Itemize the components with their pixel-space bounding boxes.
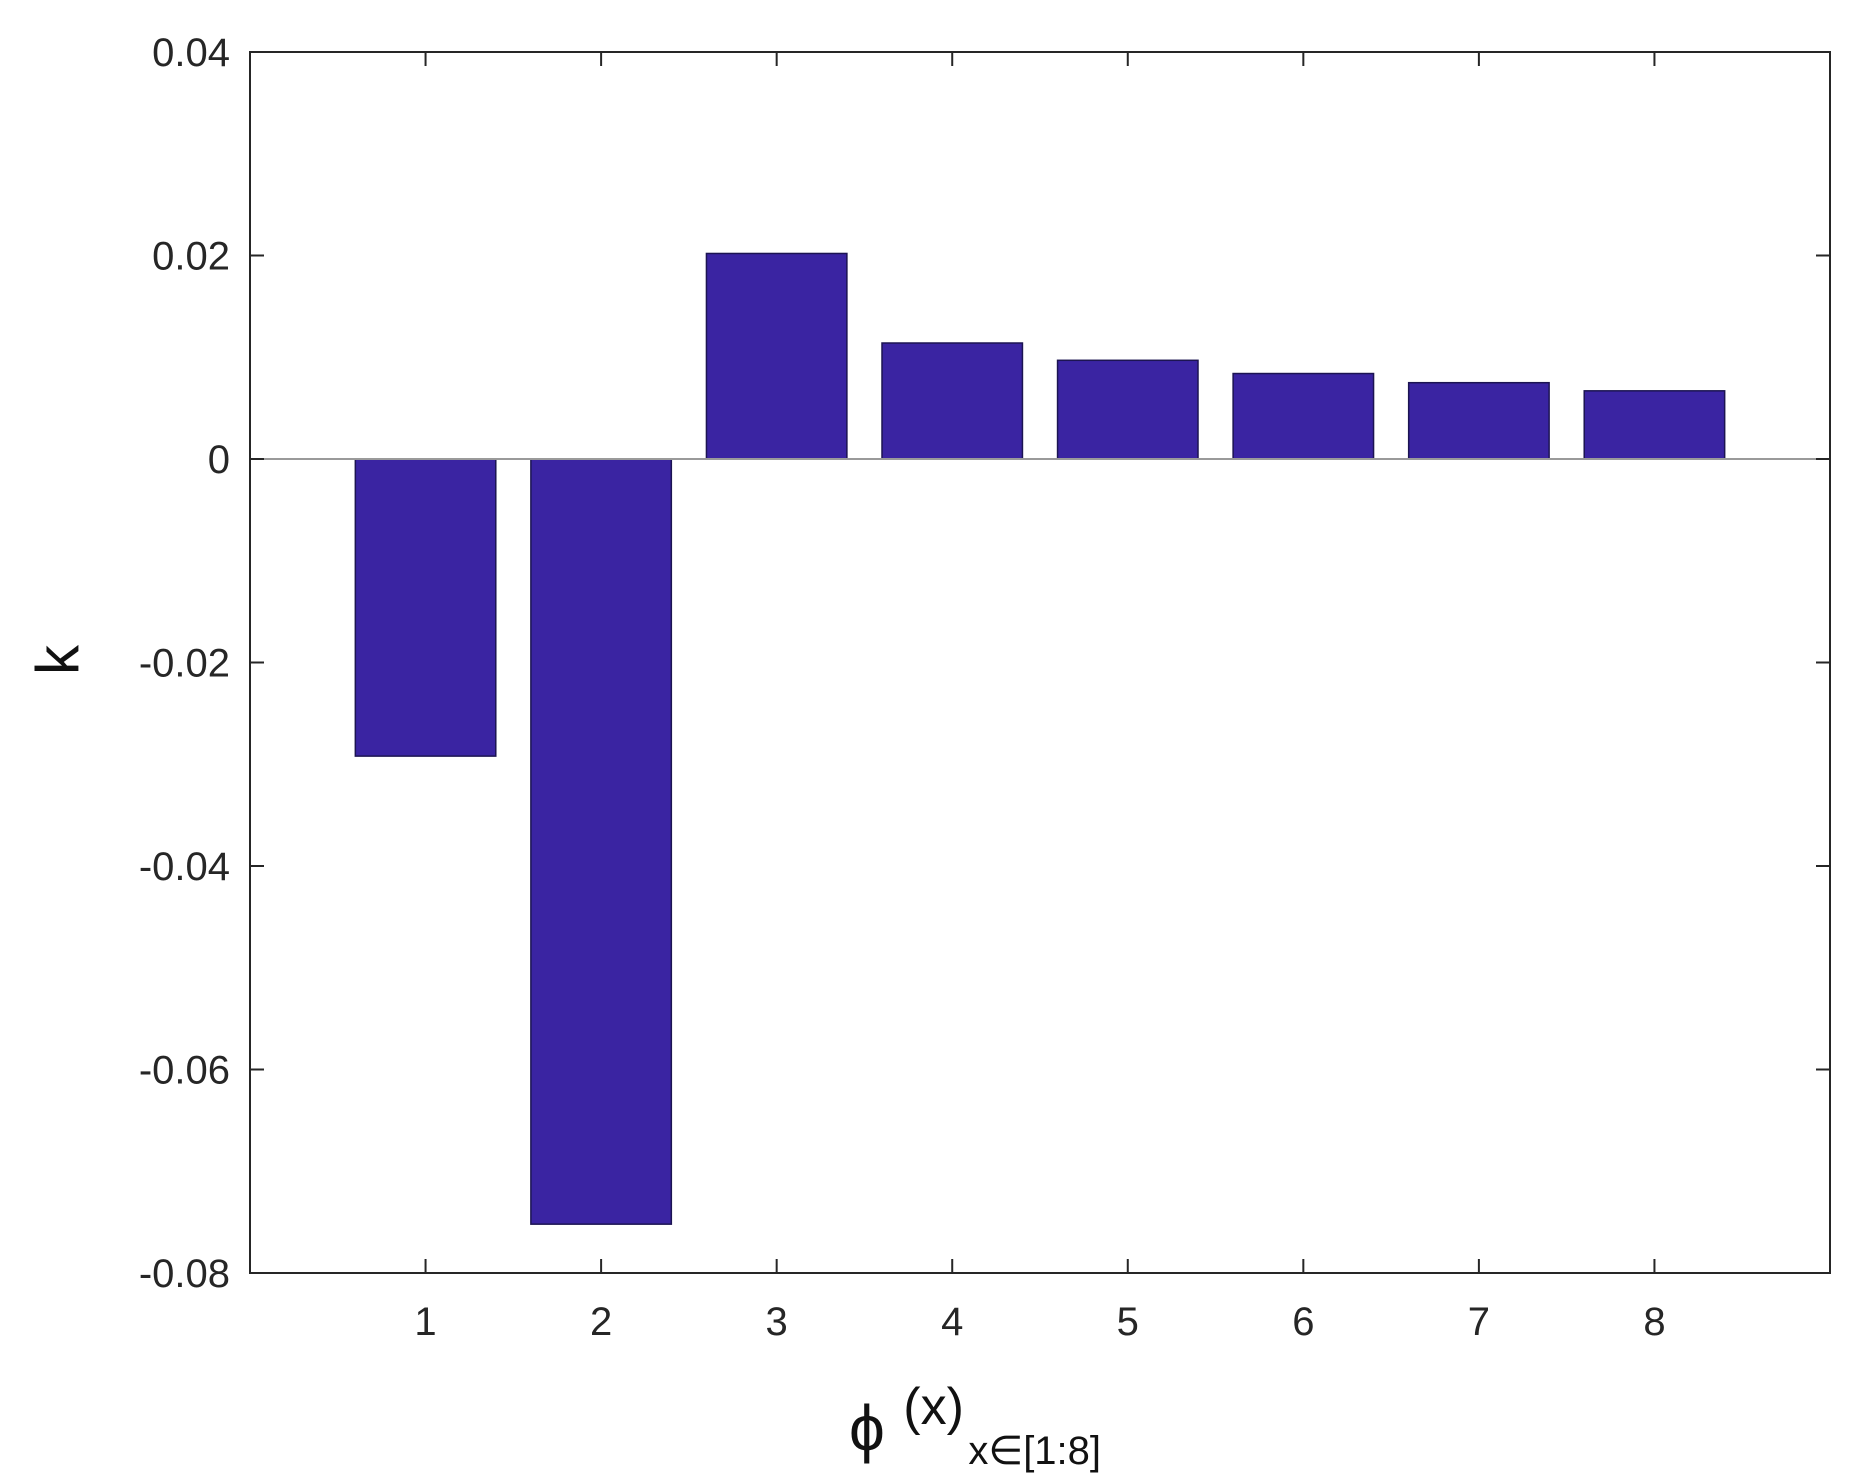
x-tick-label-1: 1 xyxy=(414,1300,436,1344)
x-axis-label: ϕ (x) x∈[1:8] xyxy=(849,1378,1101,1473)
x-tick-label-4: 4 xyxy=(941,1300,963,1344)
bars-layer xyxy=(354,252,1726,1225)
bar-2 xyxy=(530,458,673,1225)
y-tick-label-0: 0 xyxy=(208,438,230,482)
x-tick-label-7: 7 xyxy=(1468,1300,1490,1344)
x-tick-label-3: 3 xyxy=(766,1300,788,1344)
y-tick-label-0.04: 0.04 xyxy=(152,31,230,75)
bar-6 xyxy=(1232,372,1375,460)
x-tick-label-2: 2 xyxy=(590,1300,612,1344)
x-tick-label-8: 8 xyxy=(1643,1300,1665,1344)
bar-5 xyxy=(1056,359,1199,460)
x-tick-label-5: 5 xyxy=(1117,1300,1139,1344)
bar-8 xyxy=(1583,390,1726,460)
y-tick-label--0.08: -0.08 xyxy=(139,1252,230,1296)
bar-7 xyxy=(1407,381,1550,460)
bar-3 xyxy=(705,252,848,460)
y-tick-label--0.04: -0.04 xyxy=(139,845,230,889)
x-axis-label-symbol: ϕ xyxy=(849,1392,885,1464)
x-axis-label-subscript: x∈[1:8] xyxy=(968,1429,1101,1473)
tick-labels-layer: 1 2 3 4 5 6 7 8 -0.08 -0.06 -0.04 -0.02 0 0.02 0.04 xyxy=(139,31,1666,1344)
bar-1 xyxy=(354,458,497,757)
y-tick-label--0.02: -0.02 xyxy=(139,642,230,686)
bar-4 xyxy=(881,342,1024,460)
x-axis-label-arg: (x) xyxy=(903,1378,964,1436)
ticks-layer xyxy=(250,51,1830,1274)
y-axis-label: k xyxy=(24,644,91,675)
x-tick-label-6: 6 xyxy=(1292,1300,1314,1344)
y-tick-label-0.02: 0.02 xyxy=(152,235,230,279)
y-tick-label--0.06: -0.06 xyxy=(139,1049,230,1093)
